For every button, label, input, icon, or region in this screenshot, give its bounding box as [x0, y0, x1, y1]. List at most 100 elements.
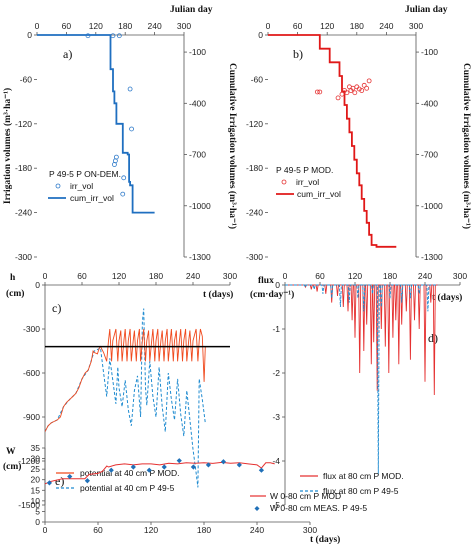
panel-b-ytick-label-2: -120	[246, 119, 263, 129]
panel-b-cum-irr-vol-line	[268, 34, 397, 248]
panel-d: flux (cm·day⁻¹) t (days) 0 60 120 180 240 300…	[250, 271, 467, 510]
panel-b-y2tick-label-3: -1000	[421, 201, 443, 211]
panel-c-xtick-label-1: 60	[77, 271, 87, 281]
panel-b-xtick-label-3: 180	[350, 21, 364, 31]
panel-b-xtick-label-1: 60	[293, 21, 303, 31]
panel-a-xtick-label-2: 120	[89, 21, 103, 31]
panel-b-xtick-label-5: 300	[409, 21, 423, 31]
panel-a-ytick-label-2: -120	[15, 119, 32, 129]
panel-e-xtick-label-2: 120	[144, 525, 158, 535]
legend-label-potential-49-5: potential at 40 cm P 49-5	[80, 483, 175, 493]
panel-b-irr-vol-point-14	[364, 85, 370, 91]
panel-d-ytick-label-5: -5	[272, 500, 280, 510]
panel-a-xtick-label-3: 180	[118, 21, 132, 31]
panel-b-ytick-label-4: -240	[246, 208, 263, 218]
panel-a: Julian day 0 60 120 180 240 300 0 -60 -120 -180 -…	[2, 5, 238, 262]
panel-a-y2tick-label-2: -700	[189, 150, 206, 160]
legend-label-irr-vol-b: irr_vol	[296, 177, 319, 187]
panel-a-label: a)	[63, 47, 72, 61]
panel-b-xtick-label-2: 120	[320, 21, 334, 31]
panel-a-irr-vol-point-0	[85, 33, 91, 39]
panel-b-irr-vol-point-10	[354, 84, 360, 90]
panel-d-xtick-label-2: 120	[348, 271, 362, 281]
panel-e-w-meas-point-3	[108, 467, 114, 473]
panel-a-ylabel: Irrigation volumes (m³·ha⁻¹)	[2, 88, 13, 204]
panel-c-ytick-label-5: -1500	[18, 500, 40, 510]
panel-b-irr-vol-point-2	[335, 95, 341, 101]
panel-b-y2tick-label-0: -100	[421, 47, 438, 57]
panel-d-xtick-label-1: 60	[315, 271, 325, 281]
panel-a-irr-vol-point-9	[129, 126, 134, 132]
panel-b-label: b)	[293, 47, 303, 61]
panel-e-w-meas-point-4	[130, 464, 136, 470]
panel-a-irr-vol-point-7	[121, 175, 127, 181]
panel-a-xtick-label-5: 300	[177, 21, 191, 31]
panel-b-legend: irr_vol cum_irr_vol	[276, 177, 341, 199]
panel-d-ytick-label-3: -3	[272, 412, 280, 422]
panel-e-w-meas-point-10	[220, 459, 227, 465]
panel-e: W (cm) t (days) 0 60 120 180 240 300 05101520…	[3, 443, 367, 545]
panel-d-yunit: (cm·day⁻¹)	[250, 289, 294, 300]
panel-c-xtick-label-3: 180	[149, 271, 163, 281]
legend-marker-w-meas	[254, 506, 260, 511]
panel-c-ytick-label-0: 0	[35, 280, 40, 290]
panel-e-xtick-label-5: 300	[303, 525, 317, 535]
panel-a-ytick-label-5: -300	[15, 252, 32, 262]
panel-b-annotation: P 49-5 P MOD.	[276, 165, 333, 175]
panel-a-irr-vol-point-6	[120, 191, 126, 197]
panel-c-xtick-label-4: 240	[186, 271, 200, 281]
panel-e-w-mod-line	[44, 461, 275, 485]
panel-a-ytick-label-1: -60	[20, 74, 33, 84]
legend-label-irr-vol-a: irr_vol	[70, 181, 93, 191]
panel-c-yunit: (cm)	[6, 288, 24, 299]
panel-b-y2tick-label-4: -1300	[421, 252, 443, 262]
panel-a-ytick-label-0: 0	[27, 30, 32, 40]
panel-e-w-meas-point-8	[190, 464, 196, 470]
panel-e-ytick-label-7: 35	[31, 443, 41, 453]
panel-e-xtick-label-3: 180	[197, 525, 211, 535]
panel-b-ytick-label-0: 0	[258, 30, 263, 40]
panel-a-xtick-label-1: 60	[62, 21, 72, 31]
panel-a-y2tick-label-0: -100	[189, 47, 206, 57]
panel-a-irr-vol-point-5	[116, 33, 122, 39]
panel-e-xtick-label-0: 0	[43, 525, 48, 535]
panel-b-irr-vol-point-13	[361, 82, 367, 88]
panel-b-xtick-label-0: 0	[266, 21, 271, 31]
panel-c-ytick-label-4: -1200	[18, 456, 40, 466]
panel-a-irr-vol-point-1	[110, 33, 116, 39]
panel-e-ytick-label-4: 20	[31, 475, 41, 485]
panel-c-ytick-label-1: -300	[23, 324, 40, 334]
panel-c-label: c)	[52, 301, 61, 315]
panel-e-w-meas-point-6	[161, 464, 167, 470]
panel-b-ytick-label-3: -180	[246, 163, 263, 173]
panel-c: h (cm) t (days) 0 60 120 180 240 300 0 -300 -60…	[6, 271, 237, 510]
panel-a-ytick-label-4: -240	[15, 208, 32, 218]
legend-label-cum-irr-vol-a: cum_irr_vol	[70, 193, 114, 203]
panel-b-irr-vol-point-9	[352, 90, 358, 96]
panel-d-ytick-label-4: -4	[272, 456, 280, 466]
panel-c-ylabel: h	[10, 273, 16, 283]
panel-d-flux-49-5-line	[285, 284, 438, 475]
panel-c-potential-mod-line	[44, 328, 206, 432]
panel-b-top-xlabel: Julian day	[405, 5, 448, 15]
panel-d-ytick-label-2: -2	[272, 368, 280, 378]
panel-a-legend: irr_vol cum_irr_vol	[48, 181, 114, 203]
panel-a-top-xlabel: Julian day	[170, 5, 213, 15]
panel-e-w-meas-point-12	[258, 467, 265, 473]
panel-d-ylabel: flux	[258, 276, 274, 286]
panel-b-irr-vol-point-8	[350, 85, 356, 91]
panel-d-label: d)	[428, 331, 438, 345]
panel-b-irr-vol-point-0	[314, 89, 320, 95]
panel-b-irr-vol-point-12	[359, 88, 365, 93]
panel-d-xlabel: t (days)	[432, 292, 462, 303]
panel-e-ytick-label-6: 30	[31, 454, 41, 464]
panel-c-xtick-label-2: 120	[112, 271, 126, 281]
panel-c-xtick-label-5: 300	[223, 271, 237, 281]
panel-e-w-meas-point-7	[176, 458, 182, 464]
panel-a-irr-vol-point-4	[113, 154, 119, 160]
panel-e-w-meas-point-1	[67, 473, 73, 480]
panel-a-y2tick-label-1: -400	[189, 98, 206, 108]
panel-e-xtick-label-1: 60	[93, 525, 103, 535]
panel-b-irr-vol-point-5	[344, 90, 350, 96]
